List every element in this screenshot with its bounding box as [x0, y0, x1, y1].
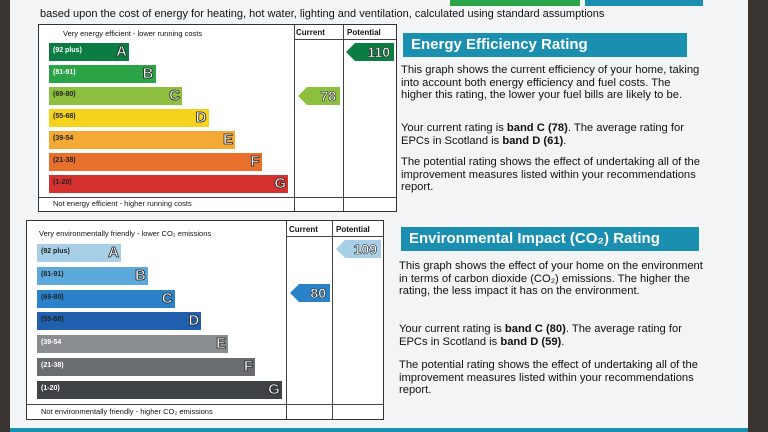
environment-band-f: (21-38) F — [37, 358, 255, 376]
energy-current-arrow: 78 — [298, 87, 340, 105]
intro-text: based upon the cost of energy for heatin… — [40, 8, 605, 20]
energy-band-range: (81-91) — [53, 69, 76, 76]
energy-current-value: 78 — [320, 88, 336, 105]
environment-current-arrow: 80 — [290, 284, 330, 302]
energy-band-range: (69-80) — [53, 91, 76, 98]
energy-band-letter: G — [274, 175, 286, 193]
energy-band-range: (55-68) — [53, 113, 76, 120]
energy-band-letter: B — [142, 65, 154, 83]
environmental-impact-title: Environmental Impact (CO₂) Rating — [401, 227, 699, 251]
energy-band-g: (1-20) G — [49, 175, 288, 193]
environment-top-caption: Very environmentally friendly - lower CO… — [39, 229, 212, 238]
environment-potential-value: 109 — [353, 241, 377, 258]
environment-band-range: (81-91) — [41, 270, 64, 278]
environment-potential-header: Potential — [336, 225, 370, 234]
energy-band-letter: F — [250, 153, 260, 171]
energy-band-letter: E — [222, 131, 234, 149]
environment-band-c: (69-80) C — [37, 289, 175, 308]
energy-band-letter: C — [169, 87, 181, 105]
energy-band-d: (55-68) D — [49, 109, 209, 127]
environment-band-letter: G — [268, 380, 280, 398]
energy-current-header: Current — [296, 28, 325, 37]
energy-para-2: Your current rating is band C (78). The … — [401, 122, 684, 147]
energy-band-letter: A — [116, 43, 128, 61]
environment-band-a: (92 plus) A — [37, 244, 121, 262]
energy-band-b: (81-91) B — [49, 65, 156, 83]
environment-band-range: (1-20) — [41, 384, 60, 392]
energy-efficiency-chart: Very energy efficient - lower running co… — [38, 24, 397, 212]
environment-para-1: This graph shows the effect of your home… — [399, 260, 703, 298]
energy-bottom-caption: Not energy efficient - higher running co… — [53, 199, 192, 208]
energy-para-1: This graph shows the current efficiency … — [401, 64, 700, 102]
environment-band-letter: D — [188, 312, 200, 330]
energy-band-range: (92 plus) — [53, 47, 82, 54]
environment-bottom-caption: Not environmentally friendly - higher CO… — [41, 407, 213, 416]
environment-band-letter: E — [216, 335, 227, 353]
environment-band-range: (92 plus) — [41, 248, 70, 255]
energy-band-letter: D — [195, 109, 207, 127]
environmental-impact-chart: Very environmentally friendly - lower CO… — [26, 220, 384, 420]
environment-band-range: (55-68) — [41, 316, 64, 324]
environment-band-b: (81-91) B — [37, 266, 148, 285]
energy-potential-header: Potential — [347, 28, 381, 37]
environment-band-letter: B — [134, 266, 147, 284]
environment-band-range: (69-80) — [41, 293, 64, 301]
top-color-bar — [10, 0, 748, 6]
energy-band-a: (92 plus) A — [49, 43, 129, 61]
environment-band-letter: F — [243, 358, 253, 376]
energy-band-c: (69-80) C — [49, 87, 182, 105]
environment-band-letter: C — [161, 289, 173, 307]
environment-band-e: (39-54 E — [37, 335, 229, 354]
environment-potential-arrow: 109 — [336, 240, 381, 258]
energy-potential-arrow: 110 — [346, 43, 394, 61]
environment-current-value: 80 — [310, 285, 326, 302]
environment-para-3: The potential rating shows the effect of… — [399, 359, 698, 397]
energy-para-3: The potential rating shows the effect of… — [401, 156, 700, 194]
energy-efficiency-title: Energy Efficiency Rating — [403, 33, 687, 57]
energy-band-range: (21-38) — [53, 157, 76, 164]
energy-band-range: (1-20) — [53, 179, 72, 186]
environment-current-header: Current — [289, 225, 318, 234]
energy-top-caption: Very energy efficient - lower running co… — [63, 29, 203, 38]
energy-band-e: (39-54 E — [49, 131, 235, 149]
environment-band-letter: A — [108, 244, 120, 262]
environment-band-d: (55-68) D — [37, 312, 202, 331]
environment-band-range: (39-54 — [41, 339, 62, 347]
energy-potential-value: 110 — [367, 44, 390, 61]
environment-para-2: Your current rating is band C (80). The … — [399, 323, 682, 348]
epc-document: based upon the cost of energy for heatin… — [10, 0, 748, 432]
environment-band-g: (1-20) G — [37, 380, 282, 399]
energy-band-f: (21-38) F — [49, 153, 262, 171]
environment-band-range: (21-38) — [41, 362, 64, 369]
energy-band-range: (39-54 — [53, 135, 74, 142]
